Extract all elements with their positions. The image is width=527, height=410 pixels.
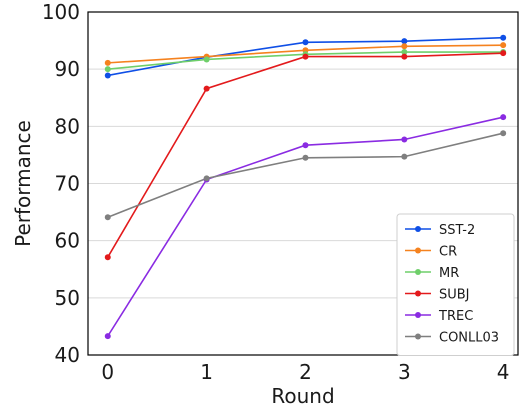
data-point-conll03 <box>500 130 507 137</box>
legend-entry-label: TREC <box>438 309 473 324</box>
legend-swatch-marker <box>415 333 421 340</box>
y-axis-label: Performance <box>11 120 35 247</box>
data-point-trec <box>500 114 507 121</box>
legend: SST-2 CR MR SUBJ TREC CONLL03 <box>396 213 515 356</box>
data-point-sst-2 <box>104 72 111 79</box>
x-tick-labels: 0 1 2 3 4 <box>101 360 509 384</box>
data-point-cr <box>500 42 507 49</box>
x-tick-label: 2 <box>299 360 312 384</box>
x-tick-label: 4 <box>497 360 510 384</box>
y-tick-label: 40 <box>55 343 80 367</box>
data-point-subj <box>401 53 408 60</box>
data-point-subj <box>104 254 111 261</box>
x-tick-label: 3 <box>398 360 411 384</box>
x-tick-label: 0 <box>101 360 114 384</box>
legend-swatch-marker <box>415 269 421 275</box>
data-point-trec <box>104 333 111 340</box>
x-axis-label: Round <box>271 384 334 408</box>
series-points <box>104 34 507 340</box>
data-point-mr <box>203 56 210 63</box>
legend-entry-label: SUBJ <box>439 288 470 303</box>
y-tick-label: 100 <box>42 0 80 24</box>
data-point-subj <box>302 53 309 60</box>
y-tick-label: 70 <box>55 172 80 196</box>
legend-swatch-marker <box>415 226 421 232</box>
data-point-mr <box>104 66 111 73</box>
data-point-cr <box>104 59 111 66</box>
data-point-conll03 <box>203 175 210 182</box>
data-point-sst-2 <box>500 34 507 41</box>
legend-entry-label: CR <box>439 245 457 260</box>
legend-swatch-marker <box>415 312 421 318</box>
legend-entry-label: MR <box>439 266 459 281</box>
x-tick-label: 1 <box>200 360 213 384</box>
legend-swatch-marker <box>415 247 421 254</box>
data-point-conll03 <box>104 214 111 221</box>
data-point-conll03 <box>302 154 309 161</box>
legend-entry-label: SST-2 <box>439 223 475 238</box>
y-tick-label: 50 <box>55 286 80 310</box>
data-point-subj <box>500 50 507 57</box>
legend-entry-label: CONLL03 <box>439 331 499 346</box>
data-point-conll03 <box>401 153 408 160</box>
data-point-sst-2 <box>401 38 408 45</box>
data-point-trec <box>401 136 408 143</box>
data-point-subj <box>203 85 210 92</box>
y-tick-label: 90 <box>55 57 80 81</box>
y-tick-labels: 40 50 60 70 80 90 100 <box>42 0 80 367</box>
y-tick-label: 60 <box>55 229 80 253</box>
legend-box <box>396 213 515 356</box>
data-point-trec <box>302 142 309 149</box>
plot-frame <box>87 11 519 356</box>
data-point-mr <box>401 49 408 56</box>
data-point-cr <box>401 43 408 50</box>
data-point-sst-2 <box>302 39 309 46</box>
y-tick-label: 80 <box>55 114 80 138</box>
legend-swatch-marker <box>415 290 421 297</box>
